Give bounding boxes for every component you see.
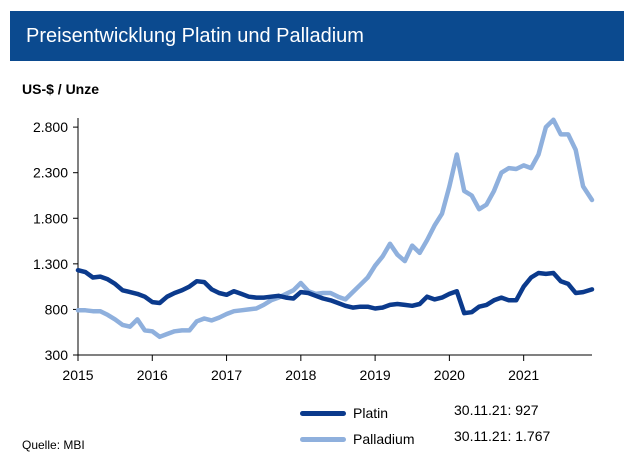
legend-value-platin: 30.11.21: 927 [454,402,539,418]
x-tick-label: 2017 [211,367,242,383]
y-tick-label: 1.800 [33,210,68,226]
y-axis-unit-label: US-$ / Unze [22,81,100,97]
x-tick-label: 2016 [137,367,168,383]
x-tick-label: 2021 [508,367,539,383]
series-line-palladium [75,117,595,340]
x-tick-label: 2019 [360,367,391,383]
legend-label-palladium: Palladium [353,431,415,447]
series-line-platin [75,267,595,316]
legend-line-platin [300,411,346,416]
source-note: Quelle: MBI [22,438,85,452]
y-tick-label: 2.300 [33,165,68,181]
legend-label-platin: Platin [353,405,389,421]
y-tick-label: 300 [45,347,69,363]
y-tick-label: 1.300 [33,256,68,272]
legend-line-palladium [300,437,346,442]
title-bar: Preisentwicklung Platin und Palladium [10,11,624,61]
x-tick-label: 2020 [434,367,465,383]
y-tick-label: 2.800 [33,119,68,135]
x-tick-label: 2015 [62,367,93,383]
y-tick-label: 800 [45,301,69,317]
chart-title: Preisentwicklung Platin und Palladium [26,25,364,47]
legend-value-palladium: 30.11.21: 1.767 [454,428,551,444]
x-tick-label: 2018 [285,367,316,383]
